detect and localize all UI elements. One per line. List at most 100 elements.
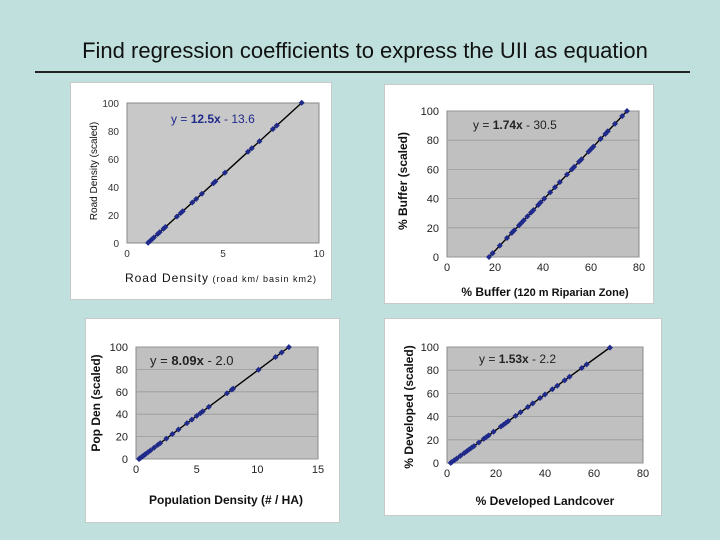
x-tick-label: 0 bbox=[444, 468, 450, 480]
chart-svg: 0 20 40 60 80 0 20 40 60 80 100 y = 1.74x - 30.5 % B… bbox=[396, 106, 645, 299]
title-divider bbox=[35, 71, 690, 73]
equation-intercept: - 2.2 bbox=[529, 352, 557, 366]
regression-equation: y = 1.53x - 2.2 bbox=[479, 352, 556, 366]
x-tick-label: 10 bbox=[251, 464, 263, 476]
data-point bbox=[612, 120, 618, 127]
y-tick-label: 20 bbox=[116, 432, 128, 444]
data-point bbox=[556, 179, 563, 186]
x-tick-label: 0 bbox=[133, 464, 139, 476]
x-tick-label: 10 bbox=[313, 249, 325, 260]
data-point bbox=[453, 455, 460, 462]
data-point bbox=[486, 254, 492, 260]
x-tick-label: 20 bbox=[489, 262, 501, 274]
x-tick-label: 0 bbox=[124, 249, 130, 260]
y-axis-label: % Developed (scaled) bbox=[402, 345, 416, 468]
data-point bbox=[278, 349, 285, 356]
x-tick-label: 0 bbox=[444, 262, 450, 274]
data-point bbox=[505, 418, 512, 425]
y-tick-label: 0 bbox=[113, 239, 119, 250]
x-tick-label: 60 bbox=[585, 262, 597, 274]
data-point bbox=[583, 361, 590, 368]
equation-coefficient: 8.09x bbox=[171, 353, 204, 368]
data-point bbox=[269, 126, 276, 133]
data-point bbox=[470, 443, 477, 450]
data-point bbox=[147, 238, 154, 245]
x-axis-label: % Developed Landcover bbox=[476, 494, 615, 508]
data-point bbox=[230, 385, 237, 392]
y-tick-label: 20 bbox=[427, 435, 439, 447]
buffer-chart: 0 20 40 60 80 0 20 40 60 80 100 y = 1.74x - 30.5 % B… bbox=[384, 84, 654, 304]
x-axis-title: % Developed Landcover bbox=[476, 494, 615, 508]
regression-equation: y = 1.74x - 30.5 bbox=[473, 118, 557, 132]
data-point bbox=[199, 408, 206, 415]
data-point bbox=[183, 420, 190, 427]
data-point bbox=[524, 213, 531, 220]
equation-intercept: - 30.5 bbox=[523, 118, 557, 132]
x-tick-label: 40 bbox=[539, 468, 551, 480]
regression-equation: y = 12.5x - 13.6 bbox=[171, 112, 255, 126]
data-point bbox=[564, 171, 570, 178]
data-point bbox=[173, 213, 180, 220]
equation-coefficient: 1.74x bbox=[493, 118, 523, 132]
data-point bbox=[457, 452, 464, 459]
x-tick-label: 5 bbox=[220, 249, 226, 260]
data-point bbox=[272, 354, 279, 361]
x-axis-label: % Buffer (120 m Riparian Zone) bbox=[461, 285, 629, 299]
data-point bbox=[475, 439, 482, 446]
data-point bbox=[571, 163, 578, 170]
developed-landcover-chart: 0 20 40 60 80 0 20 40 60 80 100 y = 1.53x - 2.2 % De… bbox=[384, 318, 662, 516]
data-point bbox=[496, 242, 503, 249]
chart-svg: 0 20 40 60 80 0 20 40 60 80 100 y = 1.53x - 2.2 % De… bbox=[402, 342, 649, 508]
data-point bbox=[175, 426, 182, 433]
y-axis-label: Road Density (scaled) bbox=[89, 122, 100, 220]
data-point bbox=[624, 108, 630, 114]
x-axis-title: % Buffer bbox=[461, 285, 511, 299]
y-tick-label: 20 bbox=[427, 223, 439, 235]
y-tick-label: 100 bbox=[110, 342, 128, 354]
data-point bbox=[547, 189, 554, 196]
data-point bbox=[285, 344, 292, 351]
data-point bbox=[451, 457, 458, 464]
data-point bbox=[552, 184, 558, 191]
x-tick-label: 80 bbox=[637, 468, 649, 480]
y-tick-label: 40 bbox=[427, 194, 439, 206]
data-point bbox=[518, 219, 525, 226]
data-point bbox=[597, 135, 604, 142]
y-tick-label: 80 bbox=[108, 127, 120, 138]
y-tick-label: 60 bbox=[116, 387, 128, 399]
y-tick-label: 0 bbox=[433, 458, 439, 470]
data-point bbox=[541, 195, 548, 202]
data-point bbox=[162, 224, 169, 231]
y-tick-label: 100 bbox=[421, 342, 439, 354]
y-tick-label: 100 bbox=[102, 99, 119, 110]
x-axis-units: (road km/ basin km2) bbox=[209, 274, 317, 284]
data-point bbox=[485, 432, 492, 439]
data-point bbox=[163, 435, 170, 442]
data-point bbox=[489, 250, 496, 257]
y-tick-label: 0 bbox=[433, 252, 439, 264]
data-point bbox=[619, 113, 626, 120]
data-point bbox=[273, 122, 280, 129]
data-point bbox=[151, 444, 158, 451]
data-point bbox=[224, 390, 230, 397]
data-point bbox=[578, 156, 585, 163]
data-point bbox=[520, 217, 527, 224]
data-point bbox=[156, 229, 163, 236]
equation-coefficient: 12.5x bbox=[191, 112, 221, 126]
data-point bbox=[604, 128, 611, 135]
data-point bbox=[255, 366, 262, 373]
data-point bbox=[554, 382, 561, 389]
population-density-chart: 0 5 10 15 0 20 40 60 80 100 y = 8.09x - 2.0 Populat… bbox=[85, 318, 340, 523]
data-point bbox=[578, 364, 585, 371]
x-axis-units: (120 m Riparian Zone) bbox=[511, 287, 629, 299]
data-point bbox=[221, 169, 228, 176]
y-tick-label: 40 bbox=[116, 409, 128, 421]
data-point bbox=[160, 225, 167, 232]
data-point bbox=[147, 447, 154, 454]
y-tick-label: 0 bbox=[122, 454, 128, 466]
data-point bbox=[524, 403, 531, 410]
equation-prefix: y = bbox=[171, 112, 191, 126]
y-axis-label: Pop Den (scaled) bbox=[89, 354, 103, 451]
y-tick-label: 60 bbox=[427, 388, 439, 400]
